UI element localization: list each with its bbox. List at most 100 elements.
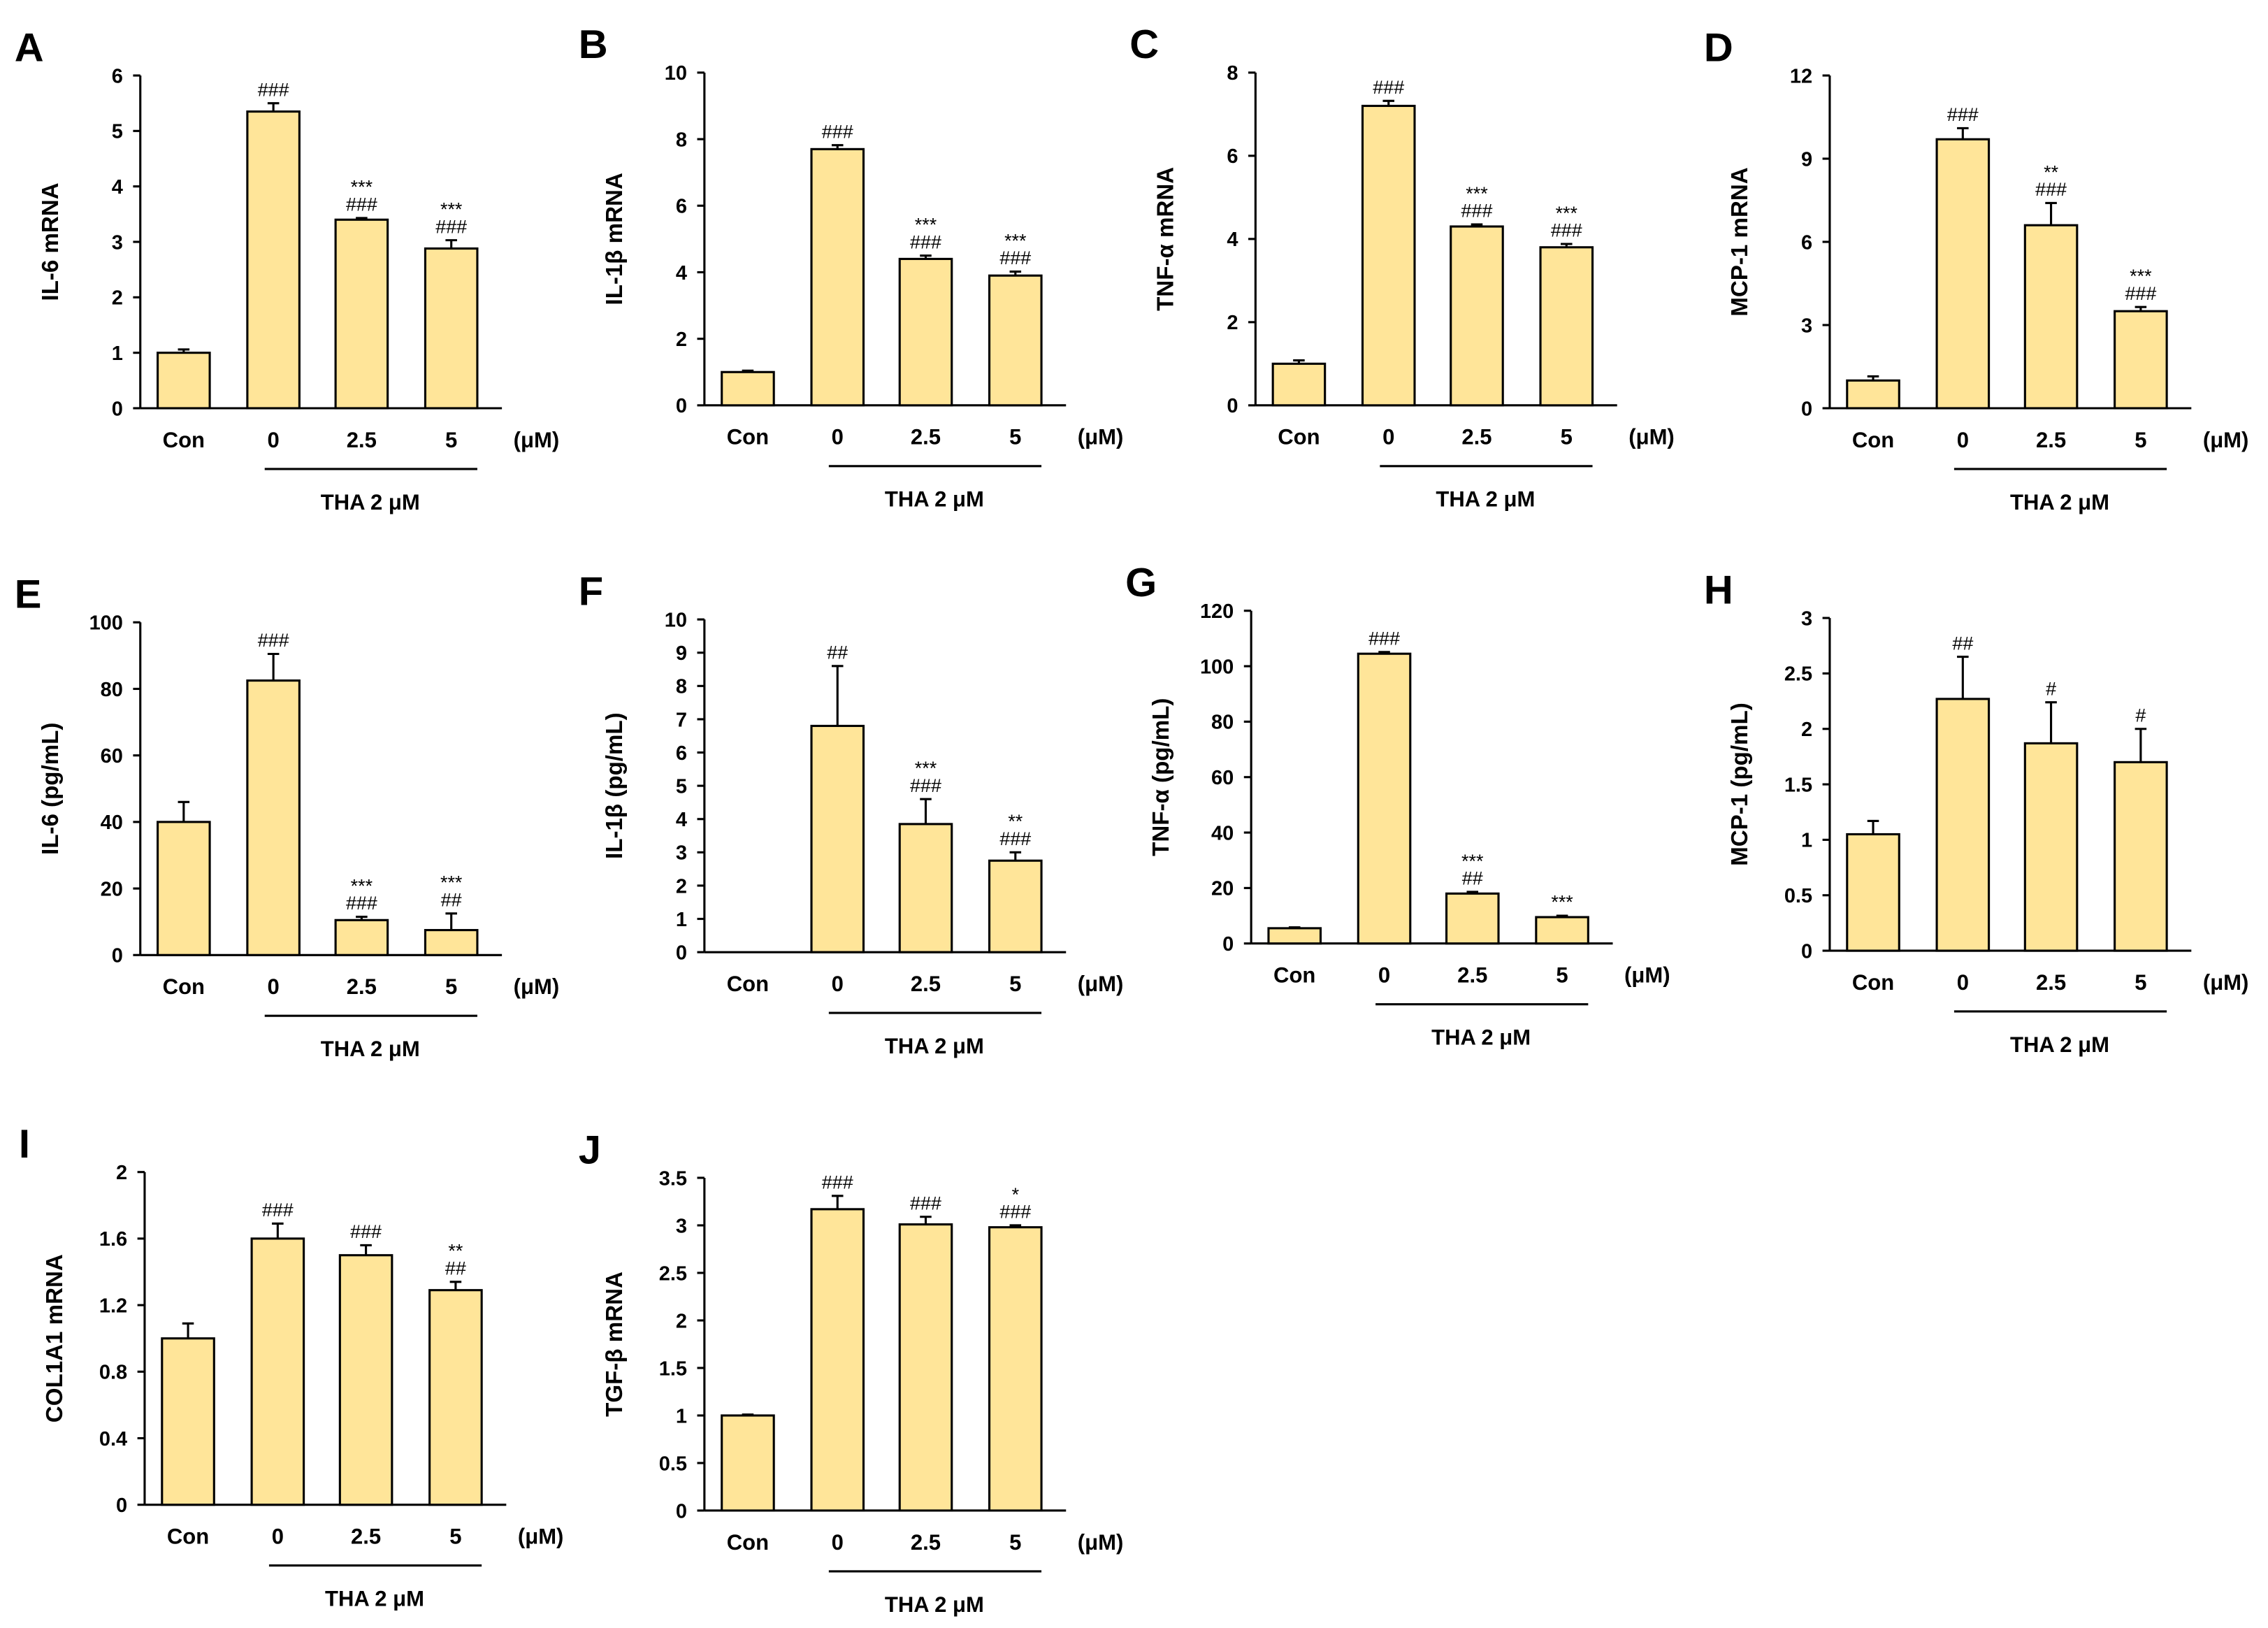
significance-label: ### bbox=[910, 1193, 941, 1213]
group-label: THA 2 μM bbox=[2010, 490, 2109, 514]
y-tick-label: 8 bbox=[1227, 62, 1238, 85]
significance-label: *** bbox=[351, 875, 373, 896]
x-tick-label: 5 bbox=[2135, 970, 2146, 995]
significance-label: ** bbox=[1008, 811, 1023, 832]
x-tick-label: 5 bbox=[1009, 972, 1021, 996]
bar bbox=[334, 218, 389, 410]
bar bbox=[424, 247, 479, 410]
y-tick-label: 3 bbox=[676, 842, 687, 865]
y-tick-label: 20 bbox=[101, 878, 123, 900]
bar bbox=[1935, 698, 1991, 952]
group-label: THA 2 μM bbox=[885, 1034, 984, 1058]
bar bbox=[157, 352, 211, 410]
bar bbox=[810, 147, 865, 407]
significance-label: # bbox=[2046, 678, 2056, 699]
y-tick-label: 3.5 bbox=[659, 1167, 687, 1190]
panel-g: G TNF-α (pg/mL) 0 20 40 60 80 100 120 Con 0 ### 2.5 #… bbox=[1125, 561, 1670, 1050]
bar bbox=[2114, 761, 2168, 952]
significance-label: ### bbox=[1461, 201, 1493, 222]
significance-label: # bbox=[2135, 705, 2146, 726]
x-tick-label: Con bbox=[1852, 970, 1894, 995]
y-tick-label: 2 bbox=[116, 1162, 127, 1184]
significance-label: ### bbox=[258, 79, 289, 100]
significance-label: *** bbox=[351, 177, 373, 198]
y-tick-label: 3 bbox=[112, 231, 123, 254]
unit-label: (μM) bbox=[514, 974, 560, 999]
y-axis-label: IL-6 (pg/mL) bbox=[38, 723, 64, 855]
x-tick-label: 5 bbox=[1009, 1530, 1021, 1555]
y-tick-label: 0.8 bbox=[99, 1362, 127, 1384]
bar bbox=[721, 1414, 775, 1512]
x-tick-label: 5 bbox=[449, 1525, 461, 1549]
significance-label: * bbox=[1012, 1184, 1020, 1205]
x-tick-label: Con bbox=[163, 428, 205, 452]
bar bbox=[1846, 379, 1900, 410]
bar bbox=[988, 859, 1043, 953]
y-tick-label: 0 bbox=[1801, 940, 1812, 963]
x-tick-label: 5 bbox=[445, 428, 457, 452]
significance-label: ### bbox=[346, 893, 377, 914]
significance-label: *** bbox=[915, 758, 937, 779]
bar bbox=[250, 1237, 305, 1506]
x-tick-label: 2.5 bbox=[2036, 428, 2066, 452]
unit-label: (μM) bbox=[1628, 425, 1675, 449]
y-tick-label: 12 bbox=[1790, 65, 1812, 87]
significance-label: *** bbox=[1551, 892, 1573, 913]
significance-label: ## bbox=[1952, 633, 1973, 654]
significance-label: ### bbox=[262, 1200, 294, 1220]
bar bbox=[2023, 742, 2079, 952]
significance-label: ** bbox=[448, 1241, 463, 1262]
significance-label: ### bbox=[1373, 77, 1404, 98]
x-tick-label: Con bbox=[727, 425, 769, 449]
y-tick-label: 0 bbox=[676, 395, 687, 417]
bar bbox=[1935, 138, 1991, 410]
x-tick-label: 5 bbox=[445, 974, 457, 999]
bar bbox=[1361, 104, 1416, 407]
bar bbox=[988, 1226, 1043, 1512]
y-tick-label: 80 bbox=[101, 679, 123, 701]
x-tick-label: 2.5 bbox=[911, 1530, 941, 1555]
x-tick-label: 0 bbox=[832, 1530, 844, 1555]
y-tick-label: 10 bbox=[665, 62, 687, 85]
group-label: THA 2 μM bbox=[321, 490, 420, 514]
bar bbox=[721, 370, 775, 407]
unit-label: (μM) bbox=[518, 1525, 564, 1549]
y-axis-label: MCP-1 mRNA bbox=[1727, 167, 1753, 316]
y-tick-label: 2.5 bbox=[659, 1262, 687, 1285]
significance-label: ### bbox=[1368, 628, 1400, 649]
bar bbox=[428, 1289, 483, 1506]
x-tick-label: 2.5 bbox=[347, 428, 377, 452]
x-tick-label: 0 bbox=[1378, 963, 1390, 988]
y-axis-label: IL-1β mRNA bbox=[602, 173, 628, 305]
bar bbox=[2023, 224, 2079, 410]
bar bbox=[1450, 225, 1504, 407]
significance-label: ### bbox=[822, 121, 853, 142]
x-tick-label: 0 bbox=[268, 428, 280, 452]
bar bbox=[810, 724, 865, 953]
y-tick-label: 40 bbox=[101, 812, 123, 834]
panel-h: H MCP-1 (pg/mL) 0 0.5 1 1.5 2 2.5 3 Con 0 ## 2.5 #5 # (… bbox=[1704, 568, 2248, 1057]
significance-label: ### bbox=[346, 194, 377, 215]
x-tick-label: 2.5 bbox=[1457, 963, 1487, 988]
y-tick-label: 1 bbox=[676, 909, 687, 931]
y-tick-label: 1.2 bbox=[99, 1295, 127, 1317]
y-axis-label: IL-1β (pg/mL) bbox=[602, 712, 628, 859]
significance-label: ### bbox=[435, 216, 467, 237]
group-label: THA 2 μM bbox=[1436, 487, 1535, 512]
significance-label: ### bbox=[2035, 179, 2067, 200]
bar bbox=[1267, 927, 1322, 945]
significance-label: *** bbox=[915, 214, 937, 235]
unit-label: (μM) bbox=[2203, 970, 2249, 995]
panel-label: I bbox=[19, 1122, 30, 1167]
x-tick-label: 0 bbox=[268, 974, 280, 999]
unit-label: (μM) bbox=[514, 428, 560, 452]
y-tick-label: 0 bbox=[676, 942, 687, 964]
y-tick-label: 1.5 bbox=[659, 1357, 687, 1380]
y-tick-label: 3 bbox=[676, 1215, 687, 1237]
y-tick-label: 1.6 bbox=[99, 1228, 127, 1251]
x-tick-label: Con bbox=[727, 972, 769, 996]
bar bbox=[246, 110, 301, 410]
x-tick-label: 5 bbox=[1009, 425, 1021, 449]
